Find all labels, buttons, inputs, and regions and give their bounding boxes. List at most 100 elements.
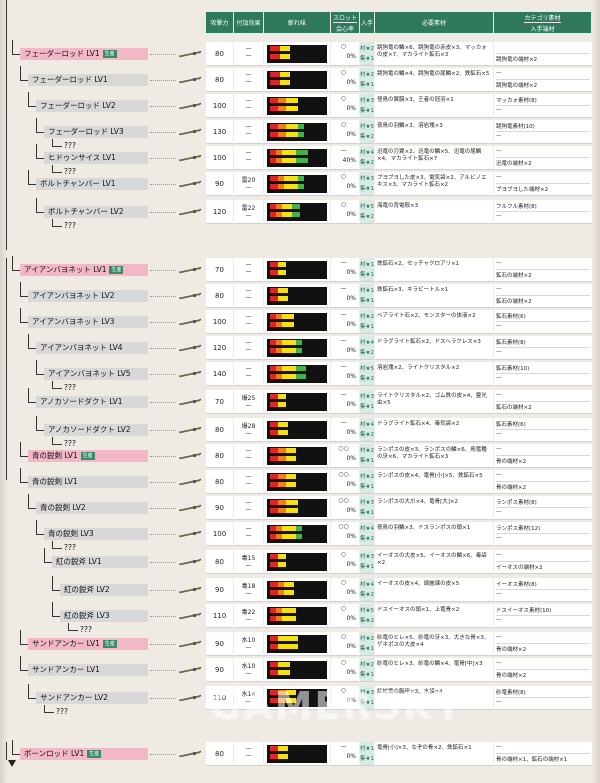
weapon-icon [178,76,202,84]
weapon-name[interactable]: ヒドゥンサイス LV1 [44,152,148,164]
table-row: 70— — —0% 村★1 集★1 鉄鉱石×2、セッチャクロアリ×1— 鉱石の端材×2 [206,258,592,282]
hub-rank: 集★1 [360,324,374,330]
crit-value: 0% [346,753,356,760]
weapon-name[interactable]: アイアンバヨネット LV3 [28,316,148,328]
sharpness-segment-plus [278,698,286,703]
village-rank: 村★1 [360,746,374,752]
tree-branch-line [36,132,44,133]
attack-value: 70 [206,258,233,282]
slot-value: — [340,311,347,318]
obtain-cell: 村★4 集★2 [360,146,374,170]
materials-text: ドラグライト鉱石×4、毒気袋×2 [375,418,493,442]
table-row: 80 爆28— —0% 村★4 集★2 ドラグライト鉱石×4、毒気袋×2 鉱石素材(6) — [206,418,592,442]
sharpness-segment-plus [288,644,298,649]
attack-value: 80 [206,418,233,442]
weapon-name-text: フェーダーロッド LV1 [32,75,108,84]
weapon-name[interactable]: アノカソードダクト LV2 [44,424,148,436]
effect-cell: — — [234,120,263,144]
sharpness-segment-plus [296,348,302,353]
sharpness-segment-plus [286,106,298,111]
weapon-name[interactable]: フェーダーロッド LV2 [36,100,148,112]
materials-text: ランポスの大爪×4、竜骨[大]×2 [375,496,493,520]
weapon-name[interactable]: アノカソードダクト LV1 [36,396,148,408]
weapon-name[interactable]: フェーダーロッド LV3 [44,126,148,138]
effect-value-secondary: — [245,52,252,59]
table-row: 140— — —0% 村★5 集★2 溶岩塊×2、ライトクリスタル×2 鉱石素材(10) — [206,362,592,386]
weapon-name[interactable]: 青の鋭剣 LV1 生産 [28,450,148,462]
slot-value: ○ [340,605,347,612]
weapon-name[interactable]: 紅の鋭斧 LV2 [60,584,148,596]
scrap-material: — [496,617,502,623]
slot-value: — [340,285,347,292]
weapon-name[interactable]: フェーダーロッド LV1 生産 [20,48,148,60]
slot-cell: — 0% [331,362,359,386]
tree-connector-line [28,334,29,348]
slot-cell: ○ 0% [331,578,359,602]
category-cell: 跳狗竜の端材×2 [494,42,592,66]
hub-rank: 集★1 [360,82,374,88]
obtain-cell: 村★5 集★2 [360,120,374,144]
effect-value: 毒18 [241,583,256,590]
weapon-name[interactable]: サンドアンカー LV2 [36,692,148,704]
weapon-name[interactable]: アイアンバヨネット LV2 [28,290,148,302]
tree-connector-line [20,656,21,670]
weapon-name[interactable]: サンドアンカー LV1 生産 [28,638,148,650]
weapon-icon [178,452,202,460]
header-scrap-label: 入手端材 [530,25,555,33]
obtain-cell: 村★5 集★2 [360,200,374,224]
sharpness-gauge [264,94,330,118]
next-upgrade-label: ??? [64,439,76,448]
sharpness-segment-plus [270,212,276,217]
weapon-name[interactable]: アイアンバヨネット LV4 [36,342,148,354]
hub-rank: 集★2 [360,536,374,542]
category-cell: 鉱石素材(6) — [494,310,592,334]
weapon-name[interactable]: 青の鋭剣 LV3 [44,528,148,540]
sharpness-segment [278,422,288,427]
tree-branch-line [28,348,36,349]
slot-cell: — 0% [331,336,359,360]
weapon-name[interactable]: サンドアンカー LV1 [28,664,148,676]
village-rank: 村★5 [360,204,374,210]
crit-value: 0% [346,269,356,276]
sharpness-segment [270,124,278,129]
weapon-name[interactable]: 紅の鋭斧 LV3 [60,610,148,622]
attack-value: 100 [206,94,233,118]
table-row: 90 水10— ○ 0% 村★2 集★1 砂竜のヒレ×5、砂竜の牙×3、大きな骨×3、ゲネポ… [206,632,592,656]
weapon-name[interactable]: ボルトチャンバー LV1 [36,178,148,190]
effect-value: — [245,313,252,320]
tree-connector-line [20,442,21,456]
sharpness-segment [270,662,278,667]
next-branch-line [68,630,78,631]
weapon-name[interactable]: アイアンバヨネット LV5 [44,368,148,380]
obtain-cell: 村★2 集★1 [360,42,374,66]
materials-text: ドラグライト鉱石×2、ドスヘラクレス×3 [375,336,493,360]
sharpness-segment [270,636,278,641]
weapon-name-text: フェーダーロッド LV2 [40,101,116,110]
next-branch-line [52,381,53,388]
weapon-name[interactable]: アイアンバヨネット LV1 生産 [20,264,148,276]
crit-value: 0% [346,697,356,704]
category-cell: イーオス素材(8) — [494,578,592,602]
tree-branch-line [36,374,44,375]
scrap-material: — [496,535,502,541]
table-row: 80 毒15— ○ 0% 村★3 集★1 イーオスの大皮×5、イーオスの鱗×6、毒袋×2— イ… [206,550,592,574]
slot-cell: — 40% [331,146,359,170]
category-material: イーオス素材(8) [496,580,590,590]
weapon-name[interactable]: 青の鋭剣 LV2 [36,502,148,514]
hub-rank: 集★1 [360,186,374,192]
weapon-name[interactable]: フェーダーロッド LV1 [28,74,148,86]
weapon-name[interactable]: 青の鋭剣 LV1 [28,476,148,488]
sharpness-gauge [264,258,330,282]
weapon-name-text: フェーダーロッド LV1 [24,49,100,58]
leader-dots [150,106,176,107]
weapon-name[interactable]: ボルトチャンバー LV2 [44,206,148,218]
materials-text: 夜鳥の羽鱗×3、ドスランポスの頭×1 [375,522,493,546]
weapon-name-text: サンドアンカー LV1 [32,665,100,674]
sharpness-segment [276,526,282,531]
table-row: 100— — —40% 村★4 集★2 迅竜の刃翼×2、迅竜の鱗×5、迅竜の尾鱗×4、マカ… [206,146,592,170]
weapon-name[interactable]: 紅の鋭斧 LV1 [52,556,148,568]
weapon-name[interactable]: ボーンロッド LV1 生産 [20,748,148,760]
leader-dots [150,616,176,617]
slot-cell: ○ 0% [331,172,359,196]
attack-value: 120 [206,200,233,224]
